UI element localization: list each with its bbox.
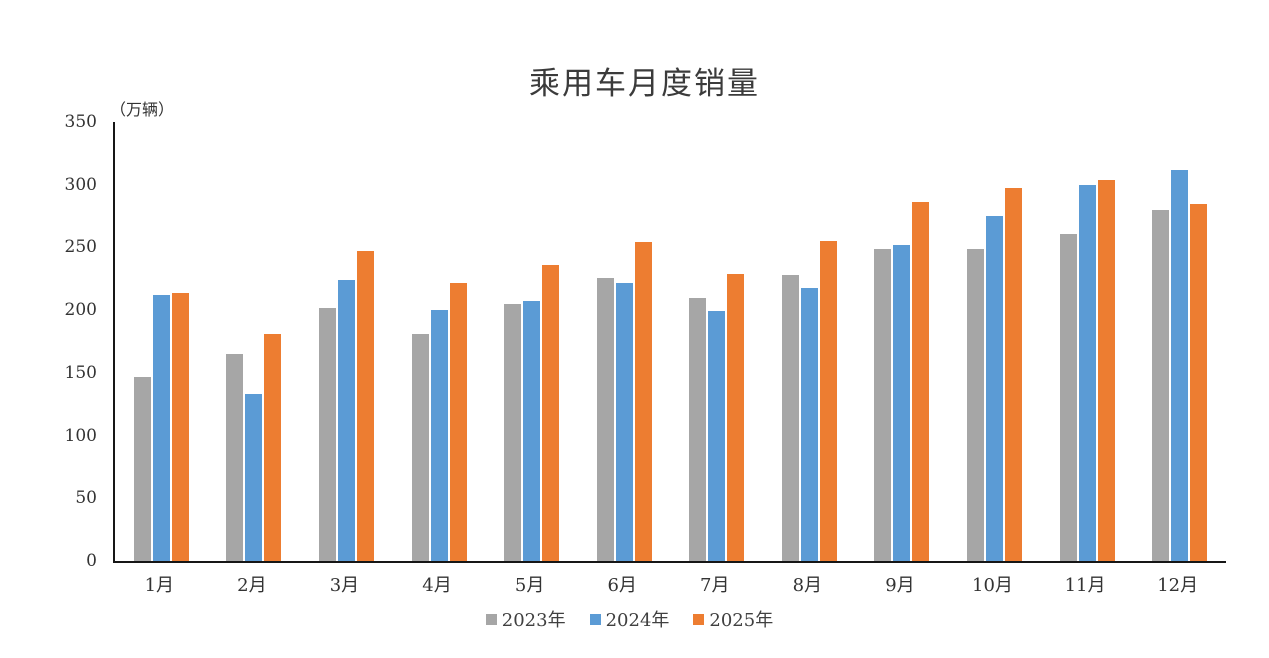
bar-group (948, 122, 1041, 561)
y-axis-tick-label: 200 (64, 300, 97, 321)
y-axis-tick-label: 0 (86, 551, 97, 571)
bar-2025年-11月 (1097, 179, 1115, 561)
x-axis-label: 7月 (700, 575, 730, 596)
bar-2024年-6月 (615, 282, 633, 561)
bar-group (115, 122, 208, 561)
bar-group (393, 122, 486, 561)
bar-2024年-5月 (523, 301, 541, 561)
x-axis-label: 11月 (1064, 575, 1106, 596)
bar-2023年-12月 (1152, 209, 1170, 561)
bar-2024年-4月 (430, 310, 448, 561)
bar-group (1133, 122, 1226, 561)
bar-2025年-5月 (542, 265, 560, 561)
bar-2024年-1月 (152, 295, 170, 561)
bar-group (763, 122, 856, 561)
legend-swatch-icon (693, 613, 705, 625)
bar-group (670, 122, 763, 561)
x-axis-label: 3月 (329, 575, 360, 596)
legend-label: 2025年 (709, 610, 774, 631)
x-axis-label: 5月 (514, 575, 545, 596)
x-axis-label: 12月 (1157, 575, 1199, 596)
legend-label: 2023年 (501, 610, 566, 631)
legend-item: 2023年 (485, 606, 566, 632)
bar-2024年-7月 (708, 311, 726, 561)
bar-group (208, 122, 301, 561)
x-axis-label: 2月 (237, 575, 267, 596)
bar-group (300, 122, 393, 561)
bar-2025年-12月 (1190, 203, 1208, 561)
bar-2024年-11月 (1078, 184, 1096, 561)
y-axis-tick-label: 350 (64, 112, 97, 132)
x-axis-label: 1月 (144, 575, 175, 596)
legend: 2023年 2024年 2025年 (0, 606, 1259, 632)
bar-2024年-9月 (893, 244, 911, 561)
y-axis-unit-label: （万辆） (110, 100, 175, 119)
y-axis-tick-label: 150 (64, 362, 97, 383)
bar-2023年-6月 (596, 277, 614, 561)
plot-area (113, 122, 1226, 563)
legend-item: 2024年 (589, 606, 670, 632)
bar-2023年-4月 (411, 333, 429, 561)
bar-2023年-9月 (874, 248, 892, 561)
bar-2023年-7月 (689, 297, 707, 561)
bar-2025年-2月 (264, 333, 282, 561)
bar-2023年-2月 (226, 354, 244, 561)
bar-group (856, 122, 949, 561)
chart-title: 乘用车月度销量 (529, 66, 760, 102)
legend-swatch-icon (589, 613, 601, 625)
x-axis-label: 6月 (607, 575, 637, 596)
bar-2023年-11月 (1059, 233, 1077, 561)
bar-2025年-6月 (634, 242, 652, 561)
bar-2023年-10月 (966, 248, 984, 561)
bar-2024年-3月 (337, 280, 355, 561)
bar-2024年-8月 (800, 287, 818, 561)
bar-2024年-2月 (245, 394, 263, 561)
x-axis-label: 9月 (885, 575, 915, 596)
bar-2025年-3月 (356, 251, 374, 561)
bar-2023年-8月 (781, 275, 799, 561)
y-axis-tick-label: 300 (64, 174, 97, 195)
bar-group (578, 122, 671, 561)
legend-swatch-icon (485, 613, 497, 625)
bar-2025年-4月 (449, 282, 467, 561)
y-axis-tick-label: 250 (64, 237, 97, 258)
legend-label: 2024年 (605, 610, 670, 631)
y-axis-tick-labels: 0 50 100 150 200 250 300 350 (38, 112, 97, 571)
bar-2023年-3月 (318, 307, 336, 561)
y-axis-tick-label: 50 (75, 488, 97, 509)
bar-2025年-8月 (819, 241, 837, 561)
x-axis-label: 10月 (972, 575, 1013, 596)
bar-2023年-1月 (133, 376, 151, 561)
bar-group (1041, 122, 1134, 561)
legend-item: 2025年 (693, 606, 773, 632)
bar-2025年-7月 (727, 273, 745, 561)
bar-2025年-1月 (171, 292, 189, 561)
x-axis-labels: 1月 2月 3月 4月 5月 6月 7月 8月 9月 10月 11月 12月 (113, 571, 1224, 597)
bar-2025年-9月 (912, 202, 930, 561)
y-axis-tick-label: 100 (64, 425, 97, 446)
x-axis-label: 8月 (792, 575, 823, 596)
bar-2023年-5月 (504, 303, 522, 561)
bar-2025年-10月 (1004, 188, 1022, 561)
x-axis-label: 4月 (422, 575, 452, 596)
bar-2024年-10月 (985, 216, 1003, 561)
bar-group (485, 122, 578, 561)
bar-2024年-12月 (1171, 169, 1189, 561)
